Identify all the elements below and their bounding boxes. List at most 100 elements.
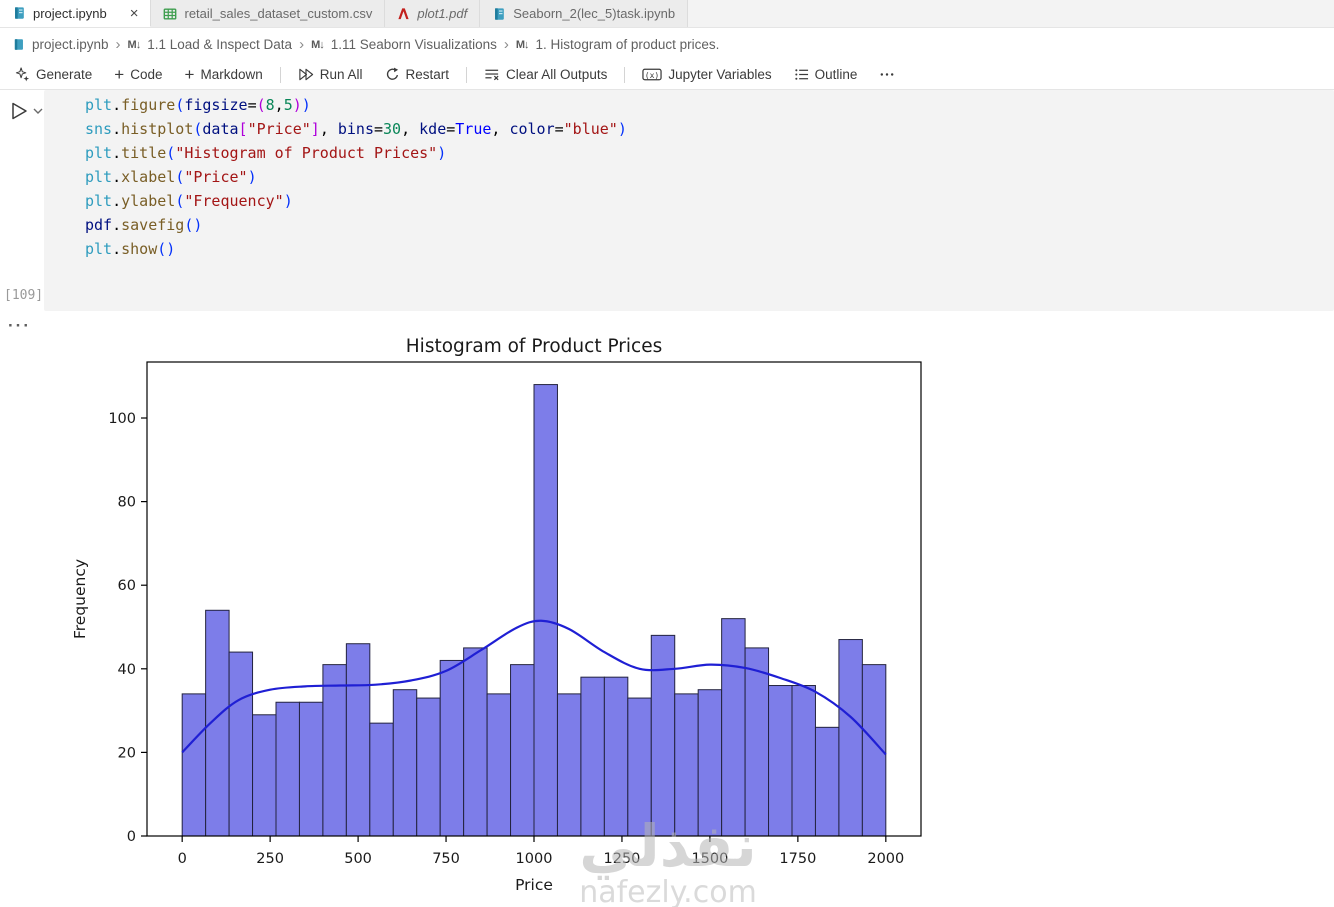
- y-tick-label: 0: [127, 829, 136, 845]
- y-tick-label: 80: [118, 495, 136, 511]
- chevron-right-icon: ›: [115, 36, 121, 53]
- restart-icon: [386, 67, 398, 80]
- watermark-arabic: نفذلي: [579, 812, 756, 880]
- breadcrumb-item-section1[interactable]: 1.1 Load & Inspect Data: [147, 37, 293, 52]
- code-line: plt.title("Histogram of Product Prices"): [85, 144, 447, 162]
- histogram-chart: Histogram of Product Prices 0 250 500 750 100…: [71, 336, 922, 907]
- toolbar-separator: [466, 66, 468, 83]
- svg-text:(x): (x): [645, 70, 660, 80]
- clear-outputs-icon: [485, 69, 499, 81]
- histogram-bar: [744, 647, 770, 837]
- outline-button[interactable]: Outline: [785, 62, 867, 88]
- histogram-bar: [298, 701, 324, 837]
- tab-seaborn-task-ipynb[interactable]: Seaborn_2(lec_5)task.ipynb: [480, 0, 689, 27]
- tab-label: Seaborn_2(lec_5)task.ipynb: [513, 6, 676, 21]
- breadcrumb: project.ipynb › M↓ 1.1 Load & Inspect Da…: [0, 29, 1334, 60]
- run-cell-button[interactable]: [8, 100, 44, 122]
- x-tick-label: 750: [432, 851, 460, 867]
- execution-count: [109]: [4, 288, 44, 303]
- y-tick-label: 40: [118, 662, 136, 678]
- chevron-right-icon: ›: [299, 36, 305, 53]
- histogram-bar: [439, 659, 465, 837]
- histogram-bar: [463, 647, 488, 837]
- variables-icon: (x): [642, 68, 662, 81]
- code-line: plt.show(): [85, 240, 176, 258]
- close-icon[interactable]: ×: [129, 4, 139, 22]
- watermark-latin: nafezly.com: [579, 875, 757, 907]
- tab-retail-sales-csv[interactable]: retail_sales_dataset_custom.csv: [151, 0, 386, 27]
- histogram-bar: [556, 693, 582, 837]
- clear-all-outputs-button[interactable]: Clear All Outputs: [475, 62, 616, 88]
- breadcrumb-item-section3[interactable]: 1. Histogram of product prices.: [535, 37, 720, 52]
- y-tick-label: 100: [108, 411, 136, 427]
- markdown-cell-icon: M↓: [127, 38, 142, 51]
- histogram-bar: [486, 693, 512, 837]
- x-tick-label: 1250: [604, 851, 641, 867]
- code-line: plt.xlabel("Price"): [85, 168, 257, 186]
- add-markdown-cell-button[interactable]: + Markdown: [184, 64, 263, 84]
- outline-icon: [794, 69, 808, 80]
- editor-tab-bar: project.ipynb × retail_sales_dataset_cus…: [0, 0, 1334, 28]
- sparkle-icon: [15, 67, 30, 82]
- histogram-bar: [252, 714, 277, 837]
- x-tick-label: 1500: [691, 851, 728, 867]
- breadcrumb-item-section2[interactable]: 1.11 Seaborn Visualizations: [330, 37, 497, 52]
- histogram-figure: Histogram of Product Prices 0 250 500 750 100…: [63, 316, 1003, 907]
- histogram-bar: [838, 639, 863, 837]
- chevron-right-icon: ›: [503, 36, 509, 53]
- histogram-bar: [392, 689, 418, 837]
- add-code-cell-button[interactable]: + Code: [114, 64, 163, 84]
- y-tick-label: 60: [118, 578, 136, 594]
- chart-title: Histogram of Product Prices: [406, 336, 662, 357]
- more-actions-button[interactable]: [870, 62, 904, 88]
- x-tick-label: 2000: [867, 851, 904, 867]
- kde-curve: [181, 619, 887, 756]
- x-tick-label: 1000: [516, 851, 553, 867]
- histogram-bar: [322, 664, 347, 837]
- histogram-bar: [721, 618, 746, 837]
- table-icon: [164, 7, 177, 20]
- histogram-bar: [228, 651, 254, 837]
- histogram-bar: [791, 685, 816, 837]
- ellipsis-icon: [881, 73, 894, 76]
- histogram-bar: [533, 384, 558, 837]
- pdf-icon: [398, 8, 409, 20]
- breadcrumb-item-file[interactable]: project.ipynb: [32, 37, 109, 52]
- histogram-bar: [650, 634, 676, 837]
- notebook-toolbar: Generate + Code + Markdown Run All Resta…: [0, 60, 1334, 90]
- play-icon: [12, 102, 27, 120]
- toolbar-separator: [624, 66, 626, 83]
- code-cell: plt.figure(figsize=(8,5)) sns.histplot(da…: [44, 90, 1334, 311]
- tab-label: project.ipynb: [33, 5, 107, 21]
- tab-label: retail_sales_dataset_custom.csv: [184, 6, 373, 21]
- tab-label: plot1.pdf: [417, 6, 468, 21]
- y-tick-label: 20: [118, 745, 136, 761]
- tab-project-ipynb[interactable]: project.ipynb ×: [0, 0, 152, 27]
- x-axis-label: Price: [515, 876, 553, 894]
- chevron-down-icon: [33, 108, 43, 114]
- generate-button[interactable]: Generate: [6, 62, 101, 88]
- code-line: sns.histplot(data["Price"], bins=30, kde…: [85, 120, 627, 138]
- histogram-bar: [510, 664, 535, 837]
- jupyter-variables-button[interactable]: (x) Jupyter Variables: [633, 62, 780, 88]
- code-line: plt.ylabel("Frequency"): [85, 192, 293, 210]
- restart-button[interactable]: Restart: [376, 62, 459, 88]
- x-tick-label: 250: [256, 851, 284, 867]
- code-editor[interactable]: plt.figure(figsize=(8,5)) sns.histplot(da…: [44, 90, 1334, 261]
- run-all-icon: [299, 68, 313, 81]
- notebook-icon: [15, 7, 24, 19]
- run-all-button[interactable]: Run All: [289, 62, 372, 88]
- tab-plot1-pdf[interactable]: plot1.pdf: [385, 0, 481, 27]
- histogram-bar: [275, 701, 300, 837]
- markdown-cell-icon: M↓: [311, 38, 325, 51]
- cell-more-dots[interactable]: ···: [8, 316, 31, 335]
- x-tick-label: 0: [178, 851, 187, 867]
- plus-icon: +: [114, 64, 125, 84]
- y-axis-label: Frequency: [71, 559, 89, 639]
- histogram-bar: [768, 685, 793, 837]
- toolbar-separator: [279, 66, 281, 83]
- histogram-bar: [369, 722, 394, 837]
- histogram-bar: [345, 643, 371, 837]
- notebook-file-icon: [14, 39, 23, 50]
